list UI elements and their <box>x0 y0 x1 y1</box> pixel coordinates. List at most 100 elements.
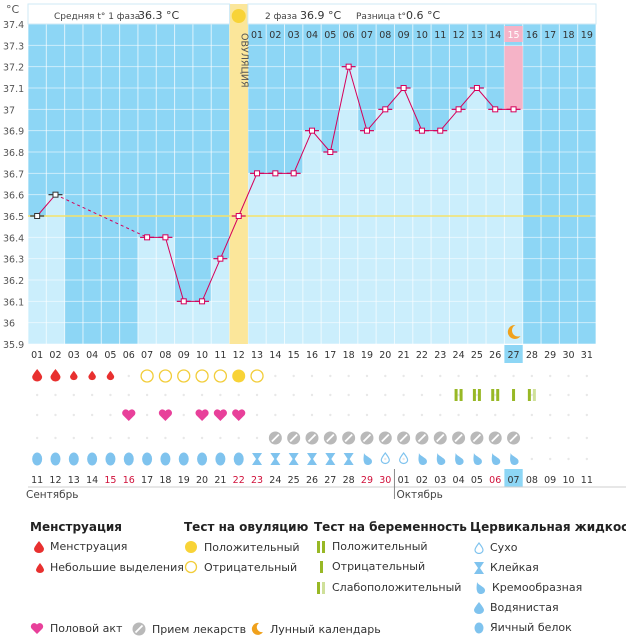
ovulation-label: ОВУЛЯЦИЯ <box>239 33 250 88</box>
symbol-rows <box>32 369 589 466</box>
temperature-point <box>162 234 169 241</box>
empty-slot <box>567 457 570 461</box>
empty-slot <box>439 393 442 397</box>
small-blood-drop-icon <box>70 370 78 381</box>
empty-slot <box>585 457 589 461</box>
heart-icon <box>232 409 246 421</box>
cycle-day-label: 27 <box>508 350 520 361</box>
legend-menstruation: Менструация <box>34 540 127 553</box>
sticky-hourglass-icon <box>252 453 263 465</box>
empty-slot <box>420 374 424 378</box>
egg-white-icon <box>142 452 153 466</box>
dpo-label: 19 <box>581 30 593 41</box>
empty-slot <box>585 436 589 440</box>
pregnancy-test-line <box>472 389 476 401</box>
ovulation-negative-icon <box>158 369 173 383</box>
bbt-chart: °C 37.4 37.3 37.2 37.1 37 36.9 36.8 36.7 36.6 36.5… <box>3 3 626 501</box>
double-line-icon <box>317 540 325 553</box>
cycle-day-label: 25 <box>471 350 483 361</box>
y-tick-label: 37.1 <box>3 84 24 95</box>
filled-circle-icon <box>185 541 197 553</box>
empty-slot <box>127 436 130 440</box>
temperature-bar <box>486 109 505 344</box>
temperature-point <box>290 170 297 177</box>
legend-moon: Лунный календарь <box>250 622 381 636</box>
date-label: 29 <box>361 475 373 486</box>
y-tick-label: 36.3 <box>3 255 24 266</box>
today-cycle-day-bg <box>504 345 523 363</box>
legend-mucus-creamy: Кремообразная <box>474 581 582 594</box>
date-label: 02 <box>416 475 428 486</box>
empty-slot <box>402 393 405 397</box>
dpo-label: 12 <box>453 30 465 41</box>
y-tick-label: 36.1 <box>3 297 24 308</box>
date-label: 04 <box>453 475 465 486</box>
temperature-line-segment <box>384 87 404 110</box>
date-row: 11 12 13 14 15 16 17 18 19 20 21 22 23 24 25 26 27 28 29 30… <box>26 469 626 501</box>
date-label: 16 <box>123 475 135 486</box>
legend-pregnancy-title: Тест на беременность <box>314 520 467 534</box>
temperature-point <box>418 127 425 134</box>
y-tick-label: 37 <box>3 105 15 116</box>
small-blood-drop-icon <box>36 562 44 573</box>
sun-icon <box>231 9 246 23</box>
egg-white-icon <box>178 452 189 466</box>
pregnancy-test-line <box>491 389 495 401</box>
phase1-value: 36.3 °C <box>138 9 179 22</box>
empty-slot <box>219 436 222 440</box>
temperature-bar <box>339 66 358 345</box>
empty-slot <box>548 413 552 417</box>
temperature-line-segment <box>36 194 56 217</box>
empty-slot <box>109 393 112 397</box>
legend-ovulation-positive: Положительный <box>184 540 300 554</box>
pregnancy-faint-icon <box>532 389 536 401</box>
egg-white-icon <box>197 452 208 466</box>
pregnancy-test-line <box>454 389 458 401</box>
legend-menstruation-title: Менструация <box>30 520 122 534</box>
temperature-line-segment <box>458 87 478 110</box>
empty-slot <box>548 393 552 397</box>
cycle-day-label: 31 <box>581 350 593 361</box>
date-label: 15 <box>104 475 116 486</box>
empty-slot <box>530 393 534 397</box>
empty-slot <box>164 436 167 440</box>
empty-slot <box>329 374 332 378</box>
empty-slot <box>567 436 570 440</box>
legend-intercourse: Половой акт <box>30 622 122 635</box>
empty-slot <box>402 413 405 417</box>
empty-slot <box>274 374 277 378</box>
temperature-point <box>327 149 334 155</box>
pill-stripe <box>472 433 482 443</box>
date-label: 21 <box>214 475 226 486</box>
legend-mucus-dry-label: Сухо <box>490 541 518 554</box>
y-tick-label: 36.9 <box>3 127 24 138</box>
cycle-day-label: 01 <box>31 350 43 361</box>
cycle-day-label: 13 <box>251 350 263 361</box>
moon-icon <box>251 622 263 635</box>
date-label: 18 <box>159 475 171 486</box>
date-label: 24 <box>269 475 281 486</box>
y-tick-label: 36.2 <box>3 276 24 287</box>
creamy-drop-icon <box>455 453 464 466</box>
dpo-label: 15 <box>508 30 520 41</box>
temperature-line-segment <box>366 109 386 131</box>
temperature-line-segment <box>476 87 496 110</box>
empty-slot <box>402 457 405 461</box>
pill-stripe <box>417 433 427 443</box>
phase2-label: 2 фаза <box>265 12 297 22</box>
egg-white-icon <box>50 452 61 466</box>
empty-slot <box>237 436 240 440</box>
dpo-label: 04 <box>306 30 318 41</box>
x-axis-cycle-days: 01 02 03 04 05 06 07 08 09 10 11 12 13 14 15 16 17 18 19 20… <box>31 345 593 363</box>
temperature-line-segment <box>439 109 459 131</box>
empty-slot <box>494 393 497 397</box>
legend-ovulation-positive-label: Положительный <box>204 540 300 554</box>
empty-slot <box>164 393 167 397</box>
sticky-hourglass-icon <box>343 453 354 465</box>
cycle-day-label: 06 <box>123 350 135 361</box>
legend-menstruation-label: Менструация <box>50 540 128 553</box>
empty-slot <box>585 393 589 397</box>
date-label: 09 <box>544 475 556 486</box>
empty-slot <box>72 393 76 397</box>
heart-icon <box>195 409 209 421</box>
